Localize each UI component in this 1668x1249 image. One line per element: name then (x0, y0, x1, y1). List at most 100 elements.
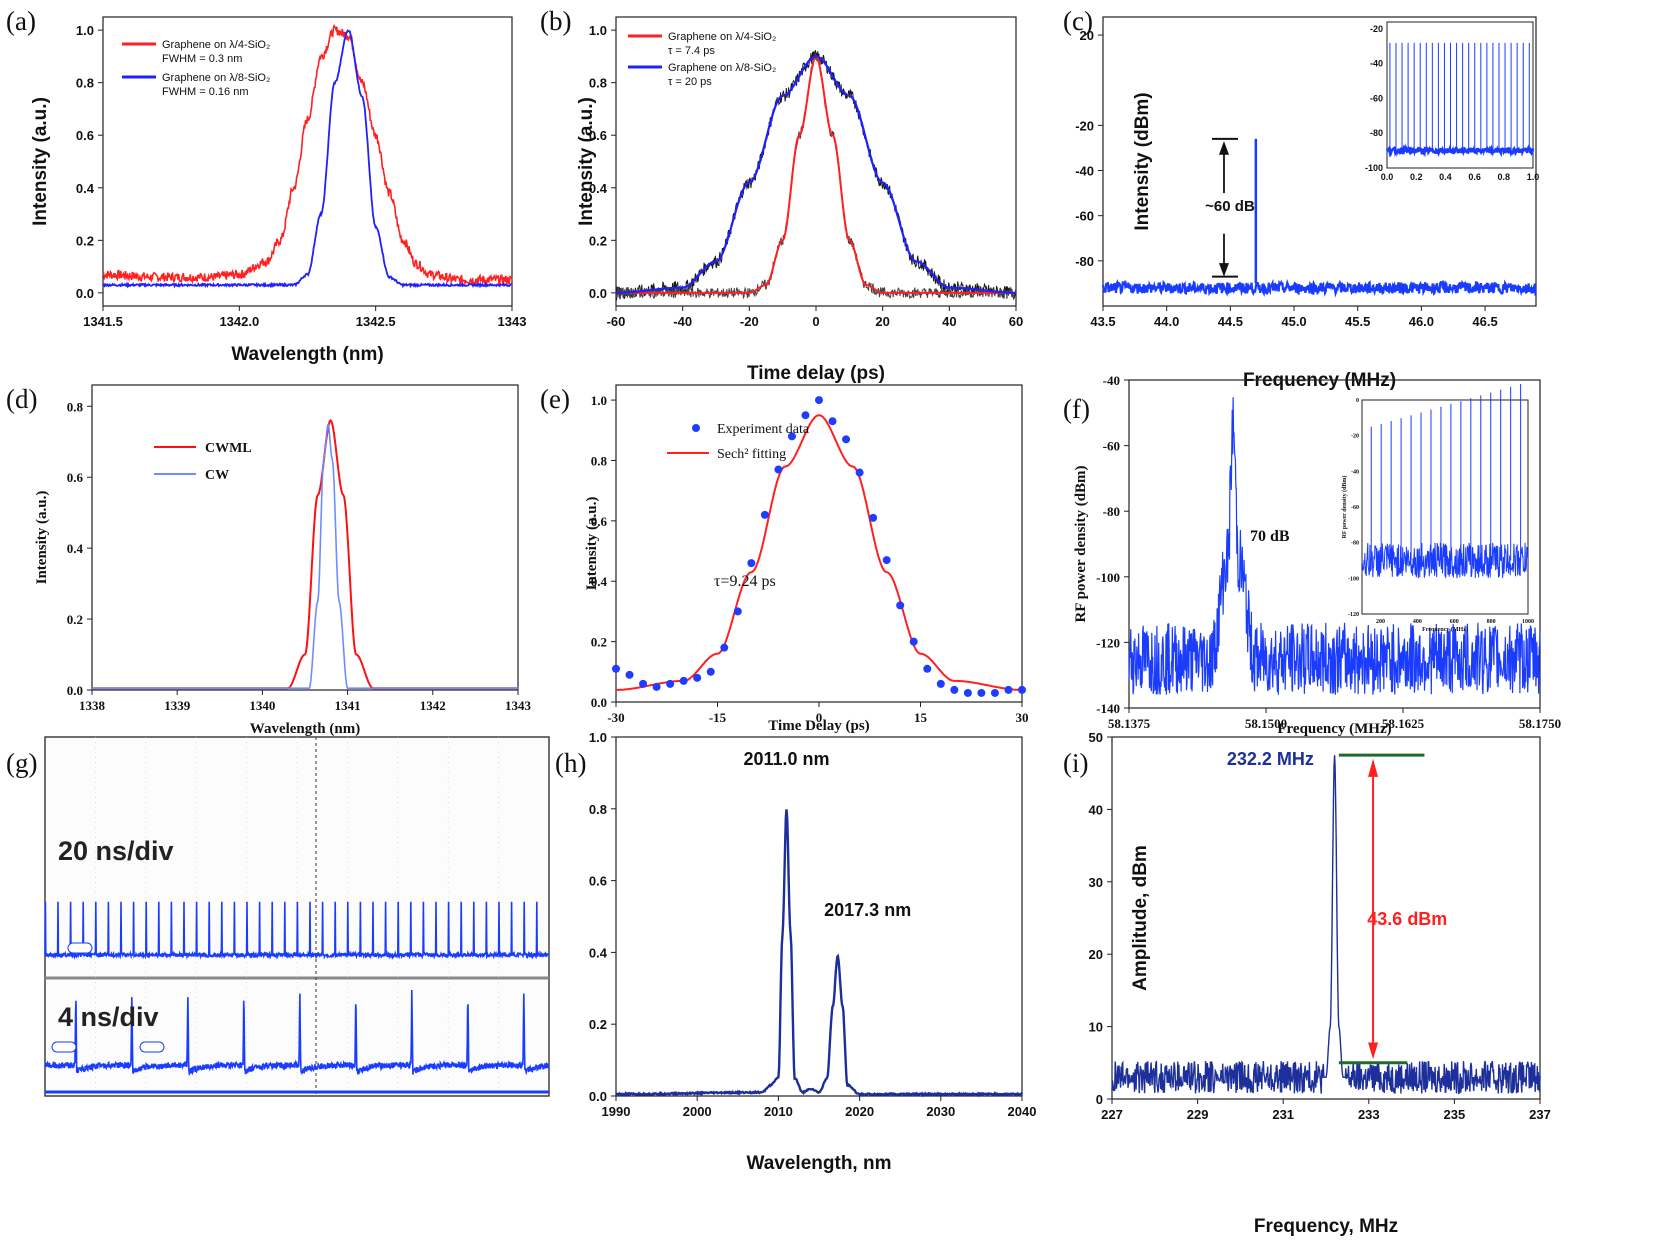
data-point (896, 601, 905, 610)
noise-floor (1101, 278, 1537, 298)
pulse-trace-top (44, 901, 550, 960)
series-red-line (102, 24, 513, 287)
y-tick-label: 0.2 (591, 635, 607, 650)
x-axis-label: Wavelength, nm (747, 1153, 892, 1174)
x-tick-label: 45.0 (1281, 314, 1306, 329)
y-tick-label: 0.4 (76, 181, 95, 196)
data-point (1018, 685, 1026, 694)
x-axis-label: Frequency, MHz (1254, 1216, 1398, 1237)
fit-blue-line (616, 55, 1016, 294)
inset-y-tick-label: -40 (1370, 59, 1383, 69)
plot-frame (1111, 736, 1541, 1100)
data-point (1004, 685, 1013, 694)
y-tick-label: -140 (1096, 701, 1120, 716)
inset-x-axis-label: Frequency (MHz) (1422, 626, 1468, 633)
arrow-head-down (1368, 1042, 1379, 1060)
y-tick-label: 0.0 (591, 695, 607, 710)
y-tick-label: 1.0 (589, 730, 607, 745)
data-point (693, 673, 702, 682)
y-tick-label: -120 (1096, 635, 1120, 650)
y-tick-label: -40 (1075, 164, 1094, 179)
series-line (615, 809, 1023, 1098)
data-trace-grey (615, 52, 1017, 300)
y-tick-label: -100 (1096, 570, 1120, 585)
x-tick-label: -20 (740, 314, 759, 329)
x-tick-label: 20 (875, 314, 889, 329)
y-tick-label: 0.8 (76, 76, 94, 91)
series-blue-line (102, 29, 513, 289)
legend-entry: Graphene on λ/8-SiO₂ (668, 62, 776, 74)
inset-x-tick-label: 200 (1376, 619, 1385, 625)
data-point (733, 607, 742, 616)
x-tick-label: 2010 (764, 1104, 793, 1119)
inset-y-tick-label: -60 (1370, 93, 1383, 103)
data-point (815, 396, 823, 405)
data-point (639, 679, 648, 688)
x-tick-label: 1341 (335, 698, 361, 713)
arrow-up-head (1218, 141, 1229, 155)
data-point (990, 688, 999, 697)
y-tick-label: -40 (1103, 373, 1120, 388)
series-cw-line (92, 423, 518, 689)
data-point (679, 676, 688, 685)
panel-label: (i) (1063, 748, 1088, 778)
x-tick-label: 1343 (498, 314, 527, 329)
inset-x-tick-label: 0.0 (1381, 172, 1394, 182)
data-point (950, 685, 959, 694)
legend-note: τ = 20 ps (668, 76, 712, 88)
y-tick-label: 0.0 (589, 1089, 607, 1104)
data-point (612, 664, 620, 673)
y-tick-label: -20 (1075, 118, 1094, 133)
legend-entry: Graphene on λ/4-SiO₂ (162, 39, 270, 51)
y-tick-label: 0.8 (591, 453, 608, 468)
x-tick-label: -40 (673, 314, 692, 329)
panel-i: (i) 227 229 231 233 235 237 0 10 20 30 40 50 Frequenc… (1063, 730, 1551, 1237)
y-tick-label: 30 (1089, 875, 1103, 890)
plot-frame (91, 384, 519, 691)
timebase-label-bottom: 4 ns/div (58, 1002, 159, 1032)
panel-a: (a) 1341.5 1342.0 1342.5 1343 0.0 0.2 0.4 0.6 0.8… (6, 6, 526, 365)
y-tick-label: 0.4 (589, 181, 608, 196)
x-axis-label: Frequency (MHz) (1277, 721, 1391, 737)
x-tick-label: 233 (1358, 1107, 1380, 1122)
timebase-label-top: 20 ns/div (58, 836, 174, 866)
plot-frame (1128, 379, 1541, 709)
legend-marker (692, 424, 700, 432)
data-point (760, 510, 769, 519)
y-tick-label: 0.6 (591, 514, 608, 529)
y-axis-label: Intensity (a.u.) (576, 97, 597, 226)
series-cwml-line (92, 419, 518, 690)
inset-y-tick-label: -20 (1370, 24, 1383, 34)
x-tick-label: 15 (914, 710, 928, 725)
inset-x-tick-label: 600 (1450, 619, 1459, 625)
y-axis-label: Amplitude, dBm (1130, 845, 1151, 991)
plot-frame (615, 384, 1023, 703)
series-line (1128, 397, 1541, 695)
x-tick-label: 44.0 (1154, 314, 1179, 329)
y-tick-label: -80 (1075, 254, 1094, 269)
channel-marker-icon (67, 942, 93, 954)
data-point (801, 411, 810, 420)
inset-y-tick-label: 0 (1356, 398, 1359, 404)
panel-label: (e) (540, 384, 570, 414)
x-tick-label: 43.5 (1090, 314, 1115, 329)
panel-label: (f) (1063, 394, 1090, 424)
plot-frame (102, 16, 513, 307)
peak-frequency-label: 232.2 MHz (1227, 749, 1314, 769)
x-tick-label: 0 (816, 710, 823, 725)
data-point (706, 667, 715, 676)
inset-x-tick-label: 800 (1487, 619, 1496, 625)
fit-red-line (616, 54, 1016, 294)
panel-f: (f) 58.1375 58.1500 58.1625 58.1750 -140 -120 -… (1063, 373, 1561, 737)
inset-frame (1361, 399, 1529, 615)
x-tick-label: 58.1500 (1245, 716, 1287, 731)
inset-y-tick-label: -80 (1370, 128, 1383, 138)
inset-noise-floor (1385, 143, 1535, 158)
data-point (977, 688, 986, 697)
x-tick-label: 1340 (249, 698, 275, 713)
inset-x-tick-label: 0.6 (1468, 172, 1481, 182)
plot-frame (615, 736, 1023, 1097)
y-tick-label: 1.0 (591, 393, 607, 408)
x-tick-label: 1343 (505, 698, 532, 713)
